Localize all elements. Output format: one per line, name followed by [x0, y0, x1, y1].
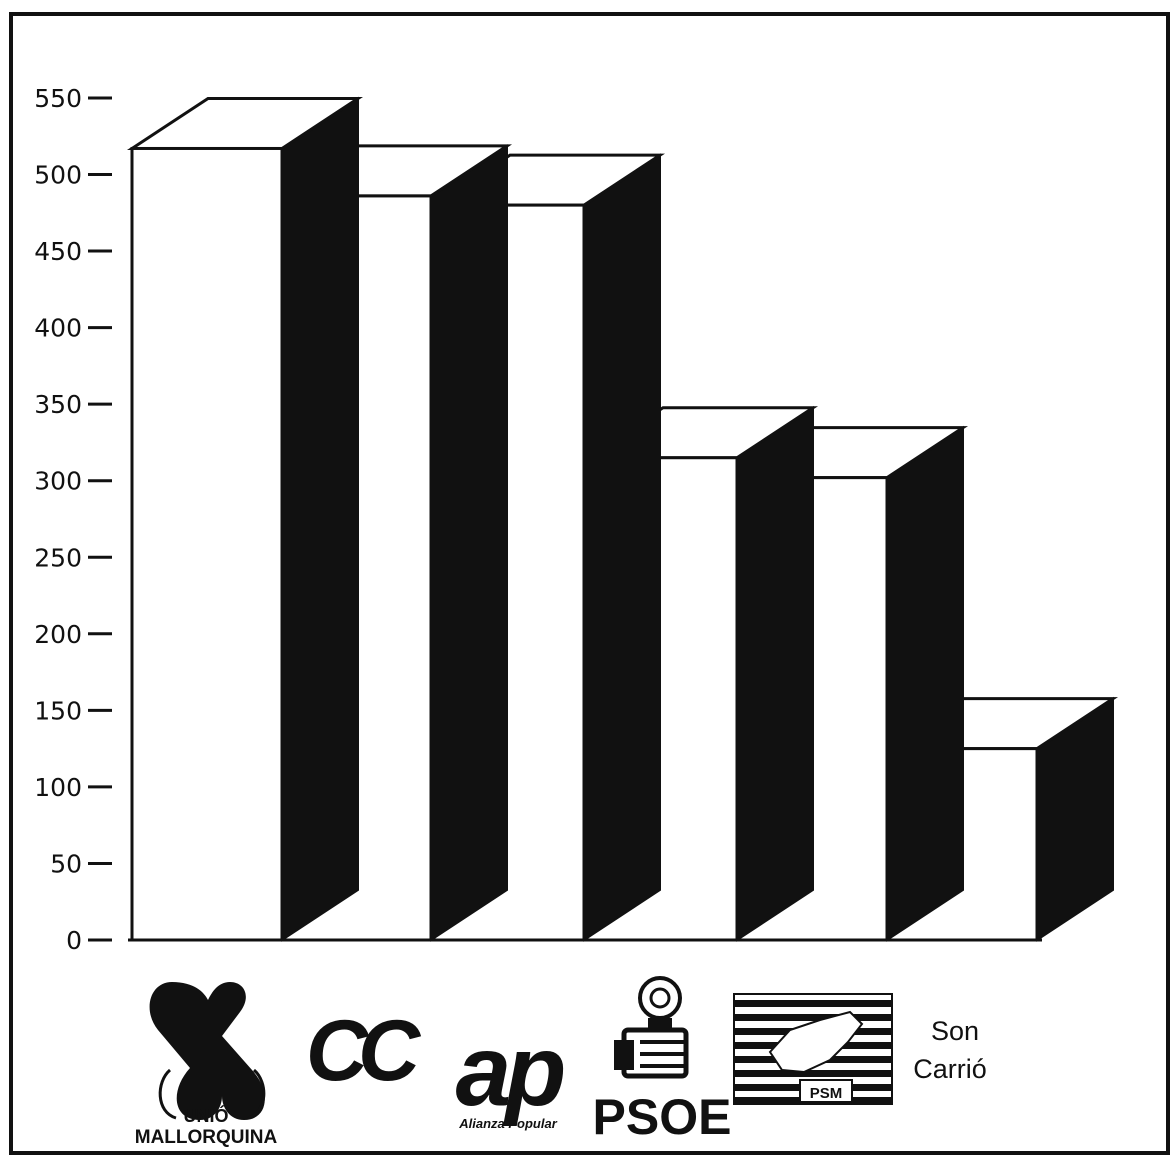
y-tick-label: 100 — [34, 773, 82, 802]
son-carrio-line2: Carrió — [913, 1054, 987, 1084]
bar-side-face — [281, 96, 359, 942]
category-logo-um: UNIÓ MALLORQUINA — [135, 982, 278, 1148]
y-tick-label: 50 — [50, 849, 82, 878]
bar-side-face — [886, 425, 964, 942]
son-carrio-line1: Son — [931, 1016, 979, 1046]
category-logo-psoe: PSOE — [593, 976, 732, 1145]
bar-side-face — [736, 405, 814, 942]
ap-logo-mark: ap — [456, 1015, 564, 1127]
category-logo-ap: ap Alianza Popular — [456, 1015, 570, 1131]
y-tick-label: 500 — [34, 161, 82, 190]
island-map-icon — [768, 1010, 864, 1074]
category-label-son-carrio: Son Carrió — [913, 1016, 987, 1084]
category-logo-cc: CC — [306, 1003, 432, 1099]
y-tick-label: 0 — [66, 926, 82, 955]
y-tick-label: 200 — [34, 620, 82, 649]
y-tick-label: 400 — [34, 314, 82, 343]
um-emblem-icon — [149, 982, 265, 1120]
y-tick-label: 300 — [34, 467, 82, 496]
bar-front-face — [130, 146, 284, 942]
psoe-logo-text: PSOE — [593, 1089, 732, 1145]
rose-fist-icon — [614, 976, 689, 1079]
cc-logo-mark: CC — [306, 1003, 422, 1099]
y-tick-label: 350 — [34, 390, 82, 419]
bar-side-face — [583, 153, 661, 942]
ap-logo-sub: Alianza Popular — [458, 1116, 557, 1131]
um-logo-line2: MALLORQUINA — [135, 1127, 278, 1148]
bars — [126, 96, 1119, 942]
y-tick-label: 550 — [34, 84, 82, 113]
y-tick-label: 150 — [34, 696, 82, 725]
um-logo-line1: UNIÓ — [184, 1105, 229, 1126]
bar-side-face — [430, 144, 508, 942]
y-tick-label: 450 — [34, 237, 82, 266]
y-axis: 0 50 100 150 200 250 300 350 400 450 500 550 — [34, 84, 112, 955]
psm-logo-text: PSM — [810, 1085, 843, 1102]
y-tick-label: 250 — [34, 543, 82, 572]
bar-1 — [126, 96, 364, 942]
category-logo-psm: PSM — [733, 993, 893, 1105]
chart-border — [9, 12, 1170, 1155]
